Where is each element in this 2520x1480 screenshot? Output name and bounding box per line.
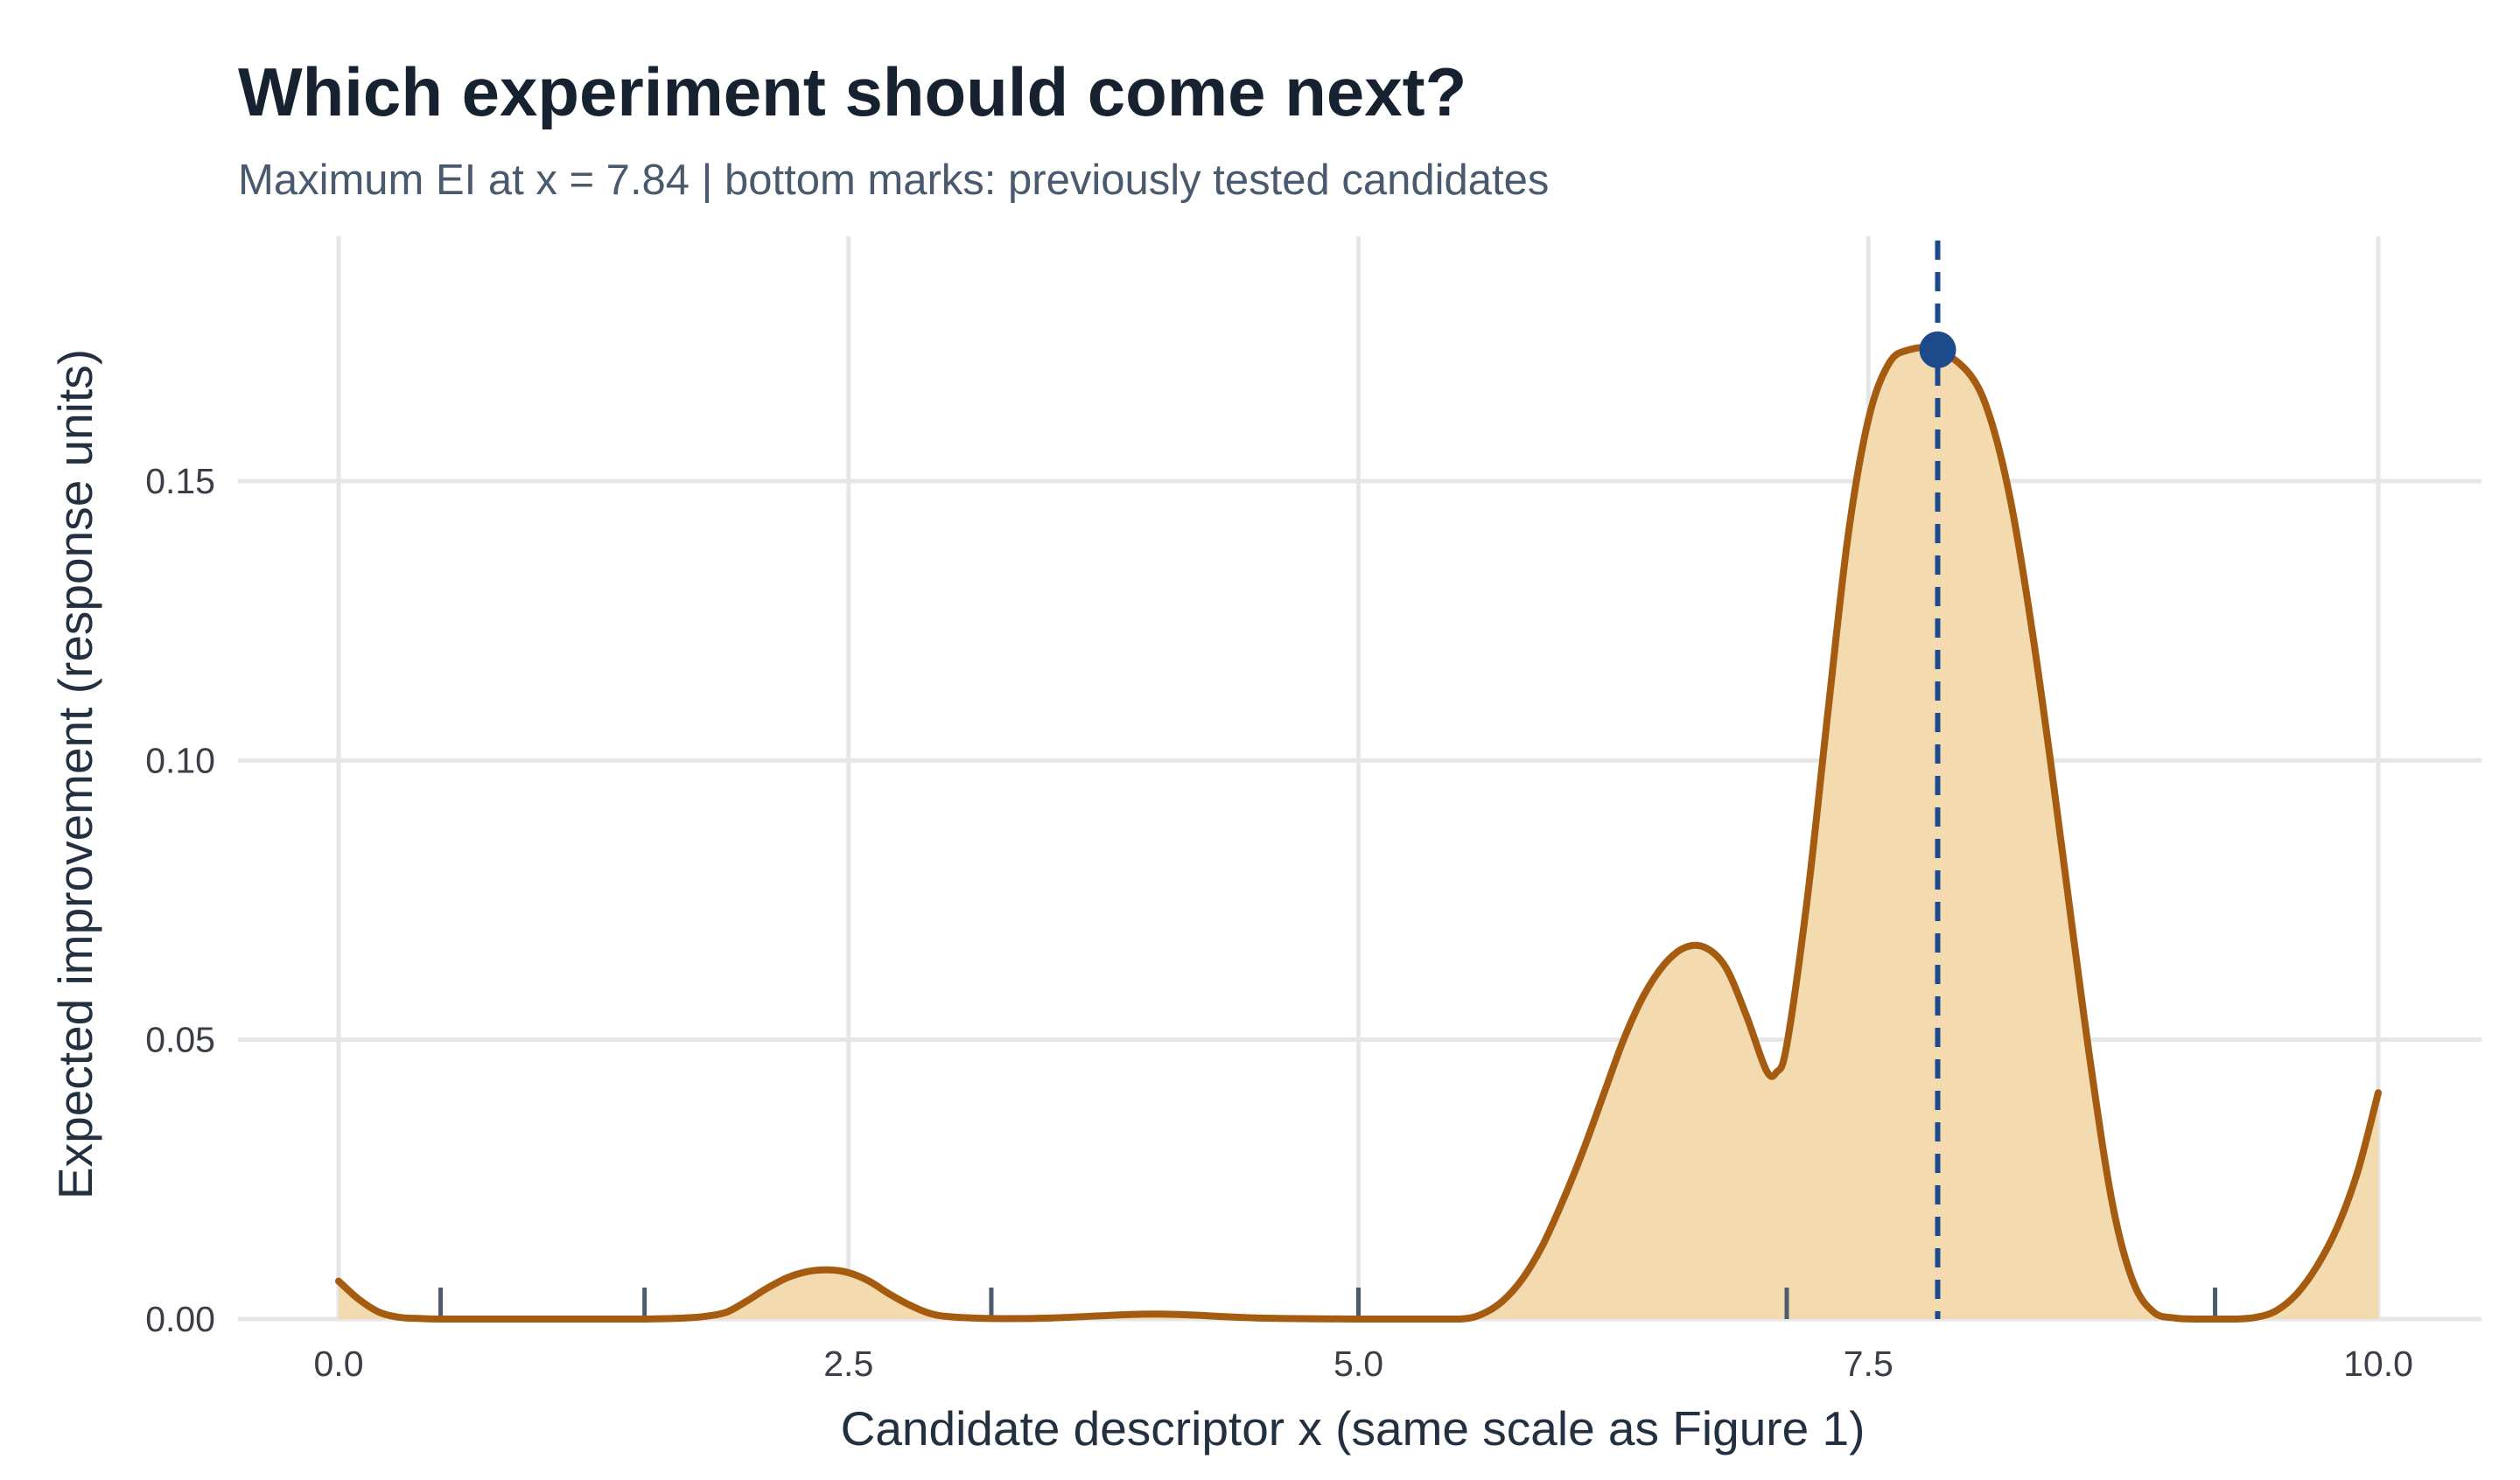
y-tick-label: 0.15 (145, 461, 215, 501)
x-tick-label: 10.0 (2343, 1344, 2413, 1384)
tested-candidates-rug (438, 1288, 2218, 1319)
x-tick-label: 2.5 (823, 1344, 873, 1384)
ei-curve-line (335, 344, 2382, 1323)
y-tick-label: 0.00 (145, 1299, 215, 1339)
x-tick-label: 7.5 (1844, 1344, 1894, 1384)
x-tick-label: 5.0 (1334, 1344, 1383, 1384)
x-axis-title: Candidate descriptor x (same scale as Fi… (841, 1401, 1866, 1456)
max-ei-marker (1919, 331, 1956, 368)
x-tick-label: 0.0 (314, 1344, 364, 1384)
chart-title: Which experiment should come next? (238, 53, 1466, 130)
y-tick-label: 0.05 (145, 1020, 215, 1060)
grid (238, 236, 2482, 1322)
ei-area-fill (339, 347, 2378, 1319)
x-axis-ticks: 0.0 2.5 5.0 7.5 10.0 (314, 1344, 2413, 1384)
y-tick-label: 0.10 (145, 740, 215, 780)
chart-subtitle: Maximum EI at x = 7.84 | bottom marks: p… (238, 157, 1549, 204)
y-axis-title: Expected improvement (response units) (48, 349, 102, 1199)
y-axis-ticks: 0.00 0.05 0.10 0.15 (145, 461, 215, 1339)
